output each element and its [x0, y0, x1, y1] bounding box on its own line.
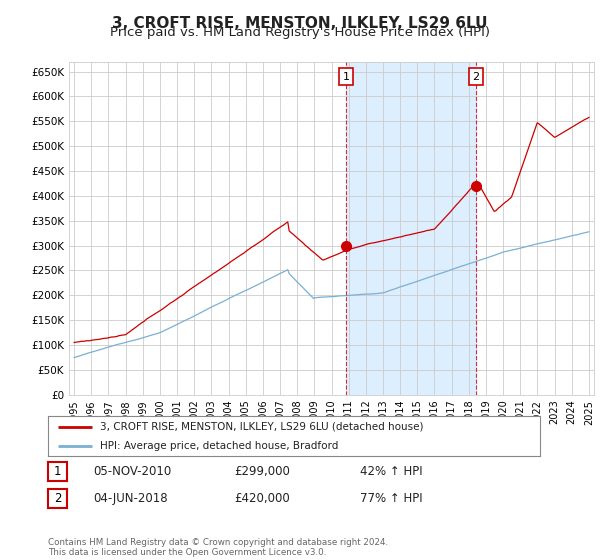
Text: 3, CROFT RISE, MENSTON, ILKLEY, LS29 6LU (detached house): 3, CROFT RISE, MENSTON, ILKLEY, LS29 6LU…: [100, 422, 423, 432]
Text: 1: 1: [54, 465, 61, 478]
Bar: [346, 62, 476, 395]
Text: 2: 2: [472, 72, 479, 82]
Text: 42% ↑ HPI: 42% ↑ HPI: [360, 465, 422, 478]
Text: Price paid vs. HM Land Registry's House Price Index (HPI): Price paid vs. HM Land Registry's House …: [110, 26, 490, 39]
Text: HPI: Average price, detached house, Bradford: HPI: Average price, detached house, Brad…: [100, 441, 338, 450]
Text: 05-NOV-2010: 05-NOV-2010: [93, 465, 171, 478]
Text: 2: 2: [54, 492, 61, 505]
Text: 1: 1: [343, 72, 349, 82]
Text: 3, CROFT RISE, MENSTON, ILKLEY, LS29 6LU: 3, CROFT RISE, MENSTON, ILKLEY, LS29 6LU: [112, 16, 488, 31]
Text: 04-JUN-2018: 04-JUN-2018: [93, 492, 167, 505]
Text: 77% ↑ HPI: 77% ↑ HPI: [360, 492, 422, 505]
Text: £299,000: £299,000: [234, 465, 290, 478]
Text: £420,000: £420,000: [234, 492, 290, 505]
Text: Contains HM Land Registry data © Crown copyright and database right 2024.
This d: Contains HM Land Registry data © Crown c…: [48, 538, 388, 557]
